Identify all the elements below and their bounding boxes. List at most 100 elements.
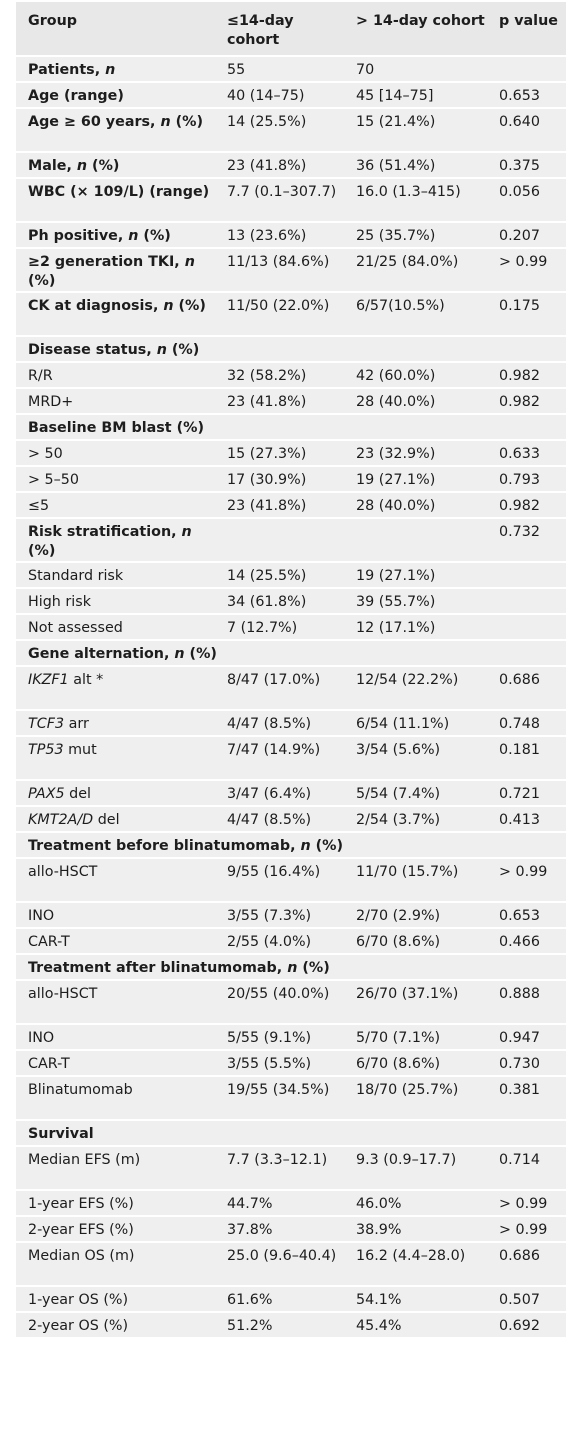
cohort-14-or-less-value: 7 (12.7%) — [227, 620, 298, 636]
cohort-14-or-less-value: 32 (58.2%) — [227, 368, 307, 384]
row-label: > 50 — [16, 445, 227, 464]
gene-name: TP53 — [28, 742, 64, 758]
table-row: TCF3 arr 4/47 (8.5%) 6/54 (11.1%) 0.748 — [16, 711, 566, 737]
section-row: Gene alternation, n (%) — [16, 641, 566, 667]
p-value: 0.056 — [499, 184, 540, 200]
cohort-over-14-value: 12 (17.1%) — [356, 620, 436, 636]
table-row: > 50 15 (27.3%) 23 (32.9%) 0.633 — [16, 441, 566, 467]
cohort-over-14-value: 25 (35.7%) — [356, 228, 436, 244]
table-row: 2-year EFS (%) 37.8% 38.9% > 0.99 — [16, 1217, 566, 1243]
p-value: 0.730 — [499, 1056, 540, 1072]
p-value: 0.466 — [499, 934, 540, 950]
table-row: allo-HSCT 9/55 (16.4%) 11/70 (15.7%) > 0.99 — [16, 859, 566, 903]
cohort-comparison-table: Group ≤14-day cohort > 14-day cohort p v… — [16, 2, 566, 1339]
row-label: R/R — [16, 367, 227, 386]
cohort-14-or-less-value: 7/47 (14.9%) — [227, 742, 321, 758]
cohort-over-14-value: 54.1% — [356, 1292, 402, 1308]
p-value: > 0.99 — [499, 864, 548, 880]
row-label-text: > 5–50 — [28, 472, 79, 488]
gene-alteration: alt * — [68, 672, 104, 688]
cohort-over-14-value: 3/54 (5.6%) — [356, 742, 441, 758]
row-label-n: n — [160, 114, 171, 130]
cohort-14-or-less-value: 23 (41.8%) — [227, 158, 307, 174]
cohort-over-14-value: 28 (40.0%) — [356, 498, 436, 514]
row-label-unit: (%) — [87, 158, 120, 174]
row-label-text: > 50 — [28, 446, 63, 462]
row-label: ≤5 — [16, 497, 227, 516]
table-row: Blinatumomab 19/55 (34.5%) 18/70 (25.7%) 0.… — [16, 1077, 566, 1121]
row-label-text: CAR-T — [28, 1056, 70, 1072]
table-row: Risk stratification, n (%) 0.732 — [16, 519, 566, 563]
row-label-unit: (%) — [184, 646, 217, 662]
table-row: INO 5/55 (9.1%) 5/70 (7.1%) 0.947 — [16, 1025, 566, 1051]
table-row: Ph positive, n (%) 13 (23.6%) 25 (35.7%) 0.… — [16, 223, 566, 249]
table-row: CAR-T 3/55 (5.5%) 6/70 (8.6%) 0.730 — [16, 1051, 566, 1077]
cohort-over-14-value: 19 (27.1%) — [356, 568, 436, 584]
row-label-text: Ph positive, — [28, 228, 129, 244]
p-value: 0.947 — [499, 1030, 540, 1046]
cohort-14-or-less-value: 20/55 (40.0%) — [227, 986, 330, 1002]
row-label-text: Baseline BM blast (%) — [28, 420, 205, 436]
section-label: Baseline BM blast (%) — [16, 419, 566, 438]
cohort-over-14-value: 11/70 (15.7%) — [356, 864, 459, 880]
row-label-n: n — [174, 646, 185, 662]
cohort-over-14-value: 6/70 (8.6%) — [356, 934, 441, 950]
table-row: CAR-T 2/55 (4.0%) 6/70 (8.6%) 0.466 — [16, 929, 566, 955]
row-label-text: allo-HSCT — [28, 986, 98, 1002]
cohort-14-or-less-value: 51.2% — [227, 1318, 273, 1334]
cohort-14-or-less-value: 11/50 (22.0%) — [227, 298, 330, 314]
p-value: 0.982 — [499, 394, 540, 410]
row-label-text: 2-year OS (%) — [28, 1318, 129, 1334]
p-value: 0.732 — [499, 524, 540, 540]
table-row: CK at diagnosis, n (%) 11/50 (22.0%) 6/57(… — [16, 293, 566, 337]
cohort-over-14-value: 18/70 (25.7%) — [356, 1082, 459, 1098]
row-label: High risk — [16, 593, 227, 612]
cohort-over-14-value: 12/54 (22.2%) — [356, 672, 459, 688]
row-label: 2-year OS (%) — [16, 1317, 227, 1336]
row-label-text: R/R — [28, 368, 53, 384]
cohort-14-or-less-value: 13 (23.6%) — [227, 228, 307, 244]
row-label: Standard risk — [16, 567, 227, 586]
row-label: Blinatumomab — [16, 1081, 227, 1100]
p-value: 0.633 — [499, 446, 540, 462]
cohort-14-or-less-value: 44.7% — [227, 1196, 273, 1212]
row-label: IKZF1 alt * — [16, 671, 227, 690]
cohort-over-14-value: 6/70 (8.6%) — [356, 1056, 441, 1072]
p-value: 0.686 — [499, 1248, 540, 1264]
table-row: R/R 32 (58.2%) 42 (60.0%) 0.982 — [16, 363, 566, 389]
p-value: 0.721 — [499, 786, 540, 802]
gene-alteration: del — [64, 786, 91, 802]
table-row: Median OS (m) 25.0 (9.6–40.4) 16.2 (4.4–28… — [16, 1243, 566, 1287]
cohort-14-or-less-value: 14 (25.5%) — [227, 568, 307, 584]
row-label-n: n — [300, 838, 311, 854]
row-label-text: INO — [28, 1030, 55, 1046]
cohort-14-or-less-value: 8/47 (17.0%) — [227, 672, 321, 688]
row-label-text: Median OS (m) — [28, 1248, 135, 1264]
cohort-over-14-value: 42 (60.0%) — [356, 368, 436, 384]
p-value: > 0.99 — [499, 1196, 548, 1212]
gene-name: TCF3 — [28, 716, 65, 732]
row-label-text: CAR-T — [28, 934, 70, 950]
row-label-text: WBC (× 109/L) (range) — [28, 184, 210, 200]
row-label: TCF3 arr — [16, 715, 227, 734]
cohort-over-14-value: 70 — [356, 62, 375, 78]
section-row: Disease status, n (%) — [16, 337, 566, 363]
cohort-over-14-value: 2/70 (2.9%) — [356, 908, 441, 924]
row-label: Age (range) — [16, 87, 227, 106]
table-row: MRD+ 23 (41.8%) 28 (40.0%) 0.982 — [16, 389, 566, 415]
cohort-14-or-less-value: 9/55 (16.4%) — [227, 864, 321, 880]
row-label-text: ≤5 — [28, 498, 50, 514]
row-label: CAR-T — [16, 1055, 227, 1074]
row-label-n: n — [76, 158, 88, 174]
row-label-text: Blinatumomab — [28, 1082, 133, 1098]
row-label: Risk stratification, n (%) — [16, 523, 227, 561]
cohort-14-or-less-value: 5/55 (9.1%) — [227, 1030, 312, 1046]
table-row: 1-year OS (%) 61.6% 54.1% 0.507 — [16, 1287, 566, 1313]
row-label-unit: (%) — [28, 273, 56, 289]
row-label-text: Treatment after blinatumomab, — [28, 960, 288, 976]
p-value: > 0.99 — [499, 254, 548, 270]
row-label-n: n — [287, 960, 298, 976]
cohort-over-14-value: 9.3 (0.9–17.7) — [356, 1152, 457, 1168]
row-label: allo-HSCT — [16, 985, 227, 1004]
section-label: Treatment after blinatumomab, n (%) — [16, 959, 566, 978]
